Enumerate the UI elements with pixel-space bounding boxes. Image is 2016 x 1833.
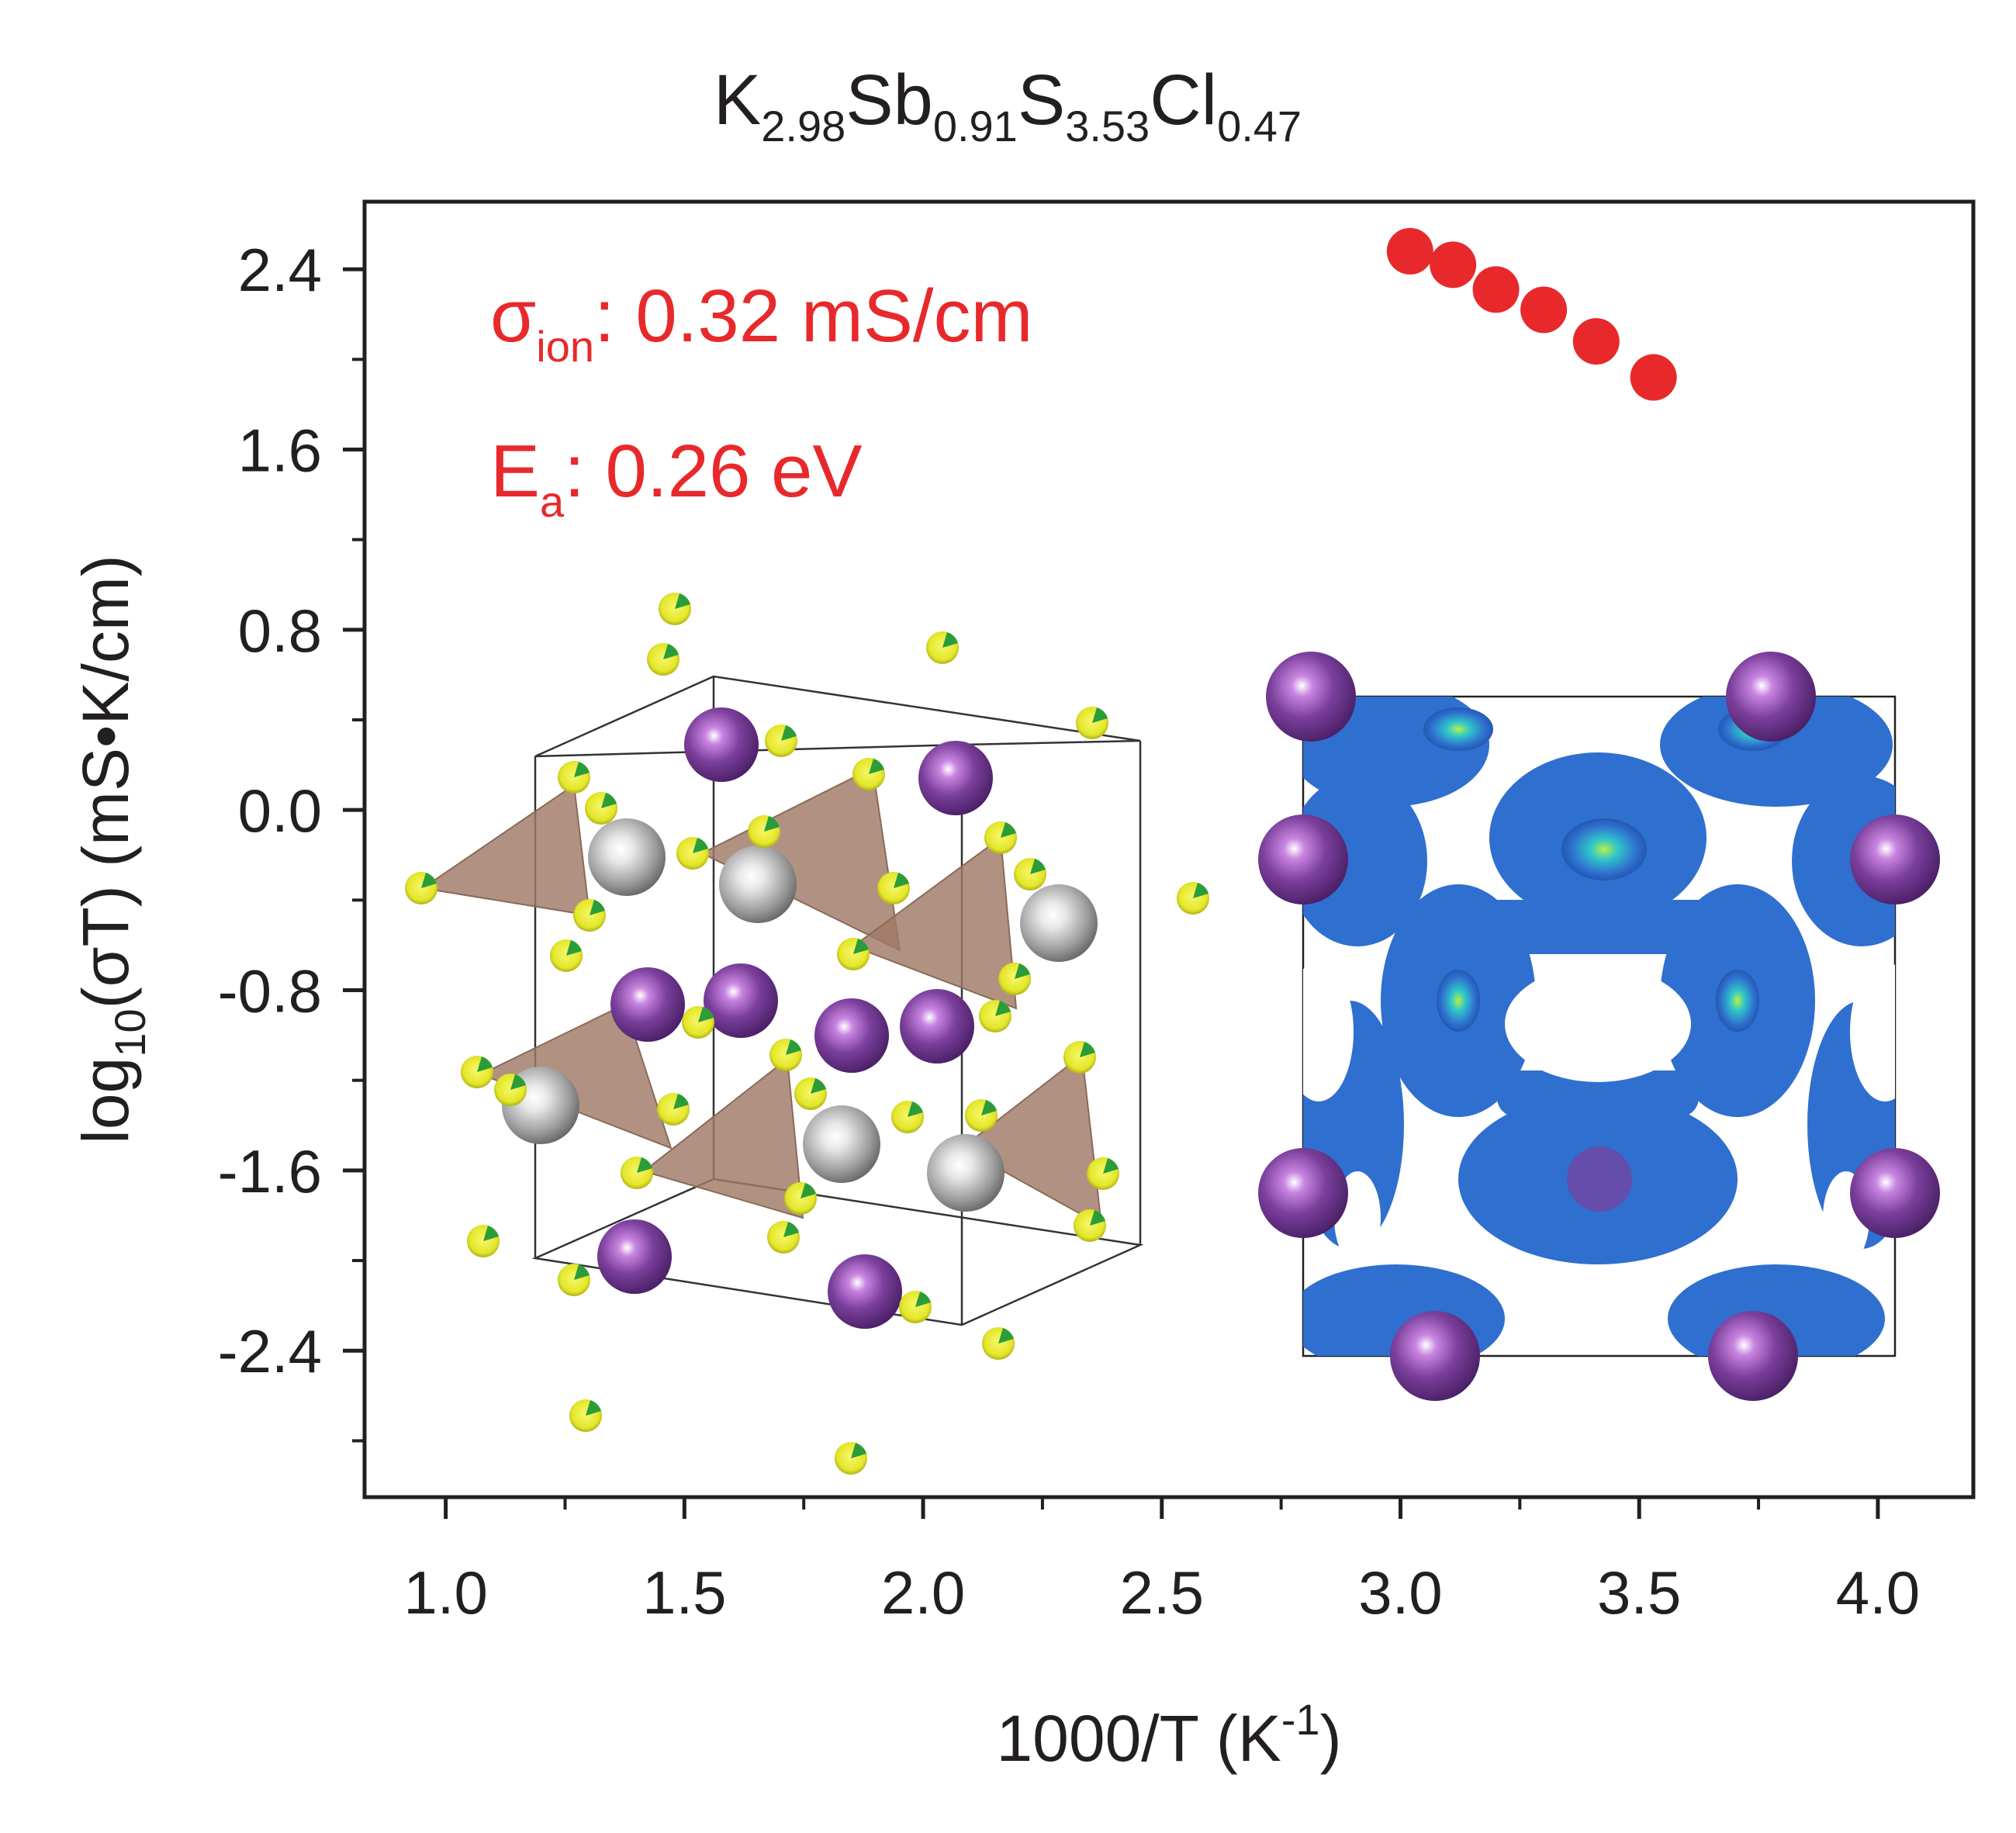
sulfur-atom-shade: [811, 1078, 826, 1094]
sulfur-atom-shade: [908, 1102, 923, 1117]
antimony-atom: [803, 1105, 880, 1183]
sulfur-atom-shade: [1193, 883, 1209, 898]
potassium-atom: [900, 989, 974, 1063]
sulfur-atom-shade: [786, 1039, 801, 1055]
potassium-atom: [684, 707, 759, 782]
x-tick-label: 3.5: [1597, 1558, 1681, 1627]
antimony-atom: [1020, 884, 1098, 962]
data-point: [1472, 266, 1520, 313]
sulfur-atom-shade: [764, 816, 780, 832]
sulfur-atom-shade: [675, 593, 690, 609]
ion-density-map-inset: [1258, 652, 1940, 1401]
data-point: [1520, 286, 1568, 334]
sulfur-atom-shade: [586, 1400, 601, 1416]
sulfur-atom-shade: [1001, 822, 1016, 838]
atoms: [405, 593, 1209, 1475]
y-tick-label: -1.6: [218, 1137, 322, 1205]
activation-energy-annotation: Ea: 0.26 eV: [490, 430, 862, 526]
sulfur-atom-shade: [510, 1074, 526, 1090]
plot-frame: [362, 199, 1976, 1499]
y-tick-label: 0.0: [238, 776, 322, 845]
data-point: [1430, 241, 1477, 289]
potassium-atom: [704, 963, 778, 1038]
y-tick-label: -0.8: [218, 957, 322, 1025]
polyhedra: [420, 766, 1103, 1227]
title-subscript: 0.47: [1217, 102, 1302, 150]
sulfur-atom-shade: [1090, 1210, 1105, 1226]
sulfur-atom-shade: [1015, 963, 1030, 979]
sulfur-atom-shade: [590, 900, 605, 915]
data-points: [1386, 227, 1677, 401]
potassium-atom: [610, 967, 685, 1042]
sulfur-atom-shade: [574, 762, 590, 777]
sulfur-atom-shade: [477, 1057, 493, 1072]
x-tick-label: 2.5: [1120, 1558, 1204, 1627]
y-tick-label: 2.4: [238, 236, 322, 304]
sulfur-atom-shade: [637, 1157, 652, 1173]
potassium-atom: [918, 741, 993, 815]
axes: 1.0 1.5 2.0 2.5 3.0 3.5 4.0 -2.4 -1.6 -0.8 0.0 0.8 1…: [218, 236, 1921, 1627]
chart-title: K2.98​Sb0.91​S3.53​Cl0.47​: [714, 61, 1302, 150]
sulfur-atom-shade: [574, 1264, 590, 1280]
x-tick-label: 1.0: [403, 1558, 487, 1627]
data-point: [1572, 318, 1620, 365]
sulfur-atom-shade: [601, 793, 617, 808]
crystal-structure-inset: [405, 593, 1209, 1475]
sulfur-atom-shade: [942, 632, 958, 648]
sulfur-atom-shade: [801, 1183, 816, 1198]
data-point: [1386, 227, 1433, 275]
y-tick-label: -2.4: [218, 1317, 322, 1385]
sulfur-atom-shade: [698, 1007, 714, 1022]
antimony-atom: [588, 818, 666, 896]
conductivity-annotation: σion: 0.32 mS/cm: [490, 275, 1032, 371]
title-subscript: 3.53: [1065, 102, 1150, 150]
sulfur-atom-shade: [483, 1226, 499, 1241]
sulfur-atom-shade: [1092, 707, 1108, 723]
sulfur-atom-shade: [981, 1100, 997, 1115]
sulfur-atom-shade: [995, 1001, 1011, 1016]
x-tick-label: 3.0: [1358, 1558, 1442, 1627]
sulfur-atom-shade: [851, 1443, 866, 1458]
title-subscript: 2.98: [761, 102, 845, 150]
potassium-atom: [597, 1219, 672, 1294]
antimony-atom: [927, 1134, 1005, 1212]
sulfur-atom-shade: [915, 1292, 931, 1307]
sulfur-atom-shade: [566, 940, 582, 956]
sulfur-atom-shade: [673, 1094, 689, 1109]
y-tick-label: 1.6: [238, 416, 322, 484]
sulfur-atom-shade: [869, 759, 884, 774]
y-tick-label: 0.8: [238, 597, 322, 665]
sulfur-atom-shade: [781, 725, 797, 741]
sulfur-atom-shade: [1103, 1158, 1119, 1174]
antimony-atom: [719, 846, 797, 923]
sulfur-atom-shade: [1030, 859, 1046, 874]
x-tick-label: 2.0: [881, 1558, 965, 1627]
data-point: [1630, 354, 1677, 401]
sulfur-atom-shade: [1080, 1042, 1095, 1057]
potassium-atom: [828, 1254, 902, 1329]
isosurface-icon: [1303, 697, 1895, 1356]
sulfur-atom-shade: [663, 644, 679, 659]
sulfur-atom-shade: [853, 939, 869, 954]
potassium-atom: [814, 998, 889, 1073]
y-axis-title: log10(σT) (mS•K/cm): [69, 555, 154, 1144]
sulfur-atom-shade: [894, 873, 909, 888]
sulfur-atom-shade: [421, 873, 437, 888]
x-tick-label: 4.0: [1836, 1558, 1920, 1627]
sulfur-atom-shade: [783, 1222, 799, 1237]
sulfur-atom-shade: [693, 838, 708, 853]
x-tick-label: 1.5: [642, 1558, 726, 1627]
title-subscript: 0.91: [933, 102, 1018, 150]
x-axis-title: 1000/T (K-1): [996, 1695, 1341, 1775]
sulfur-atom-shade: [998, 1328, 1014, 1344]
